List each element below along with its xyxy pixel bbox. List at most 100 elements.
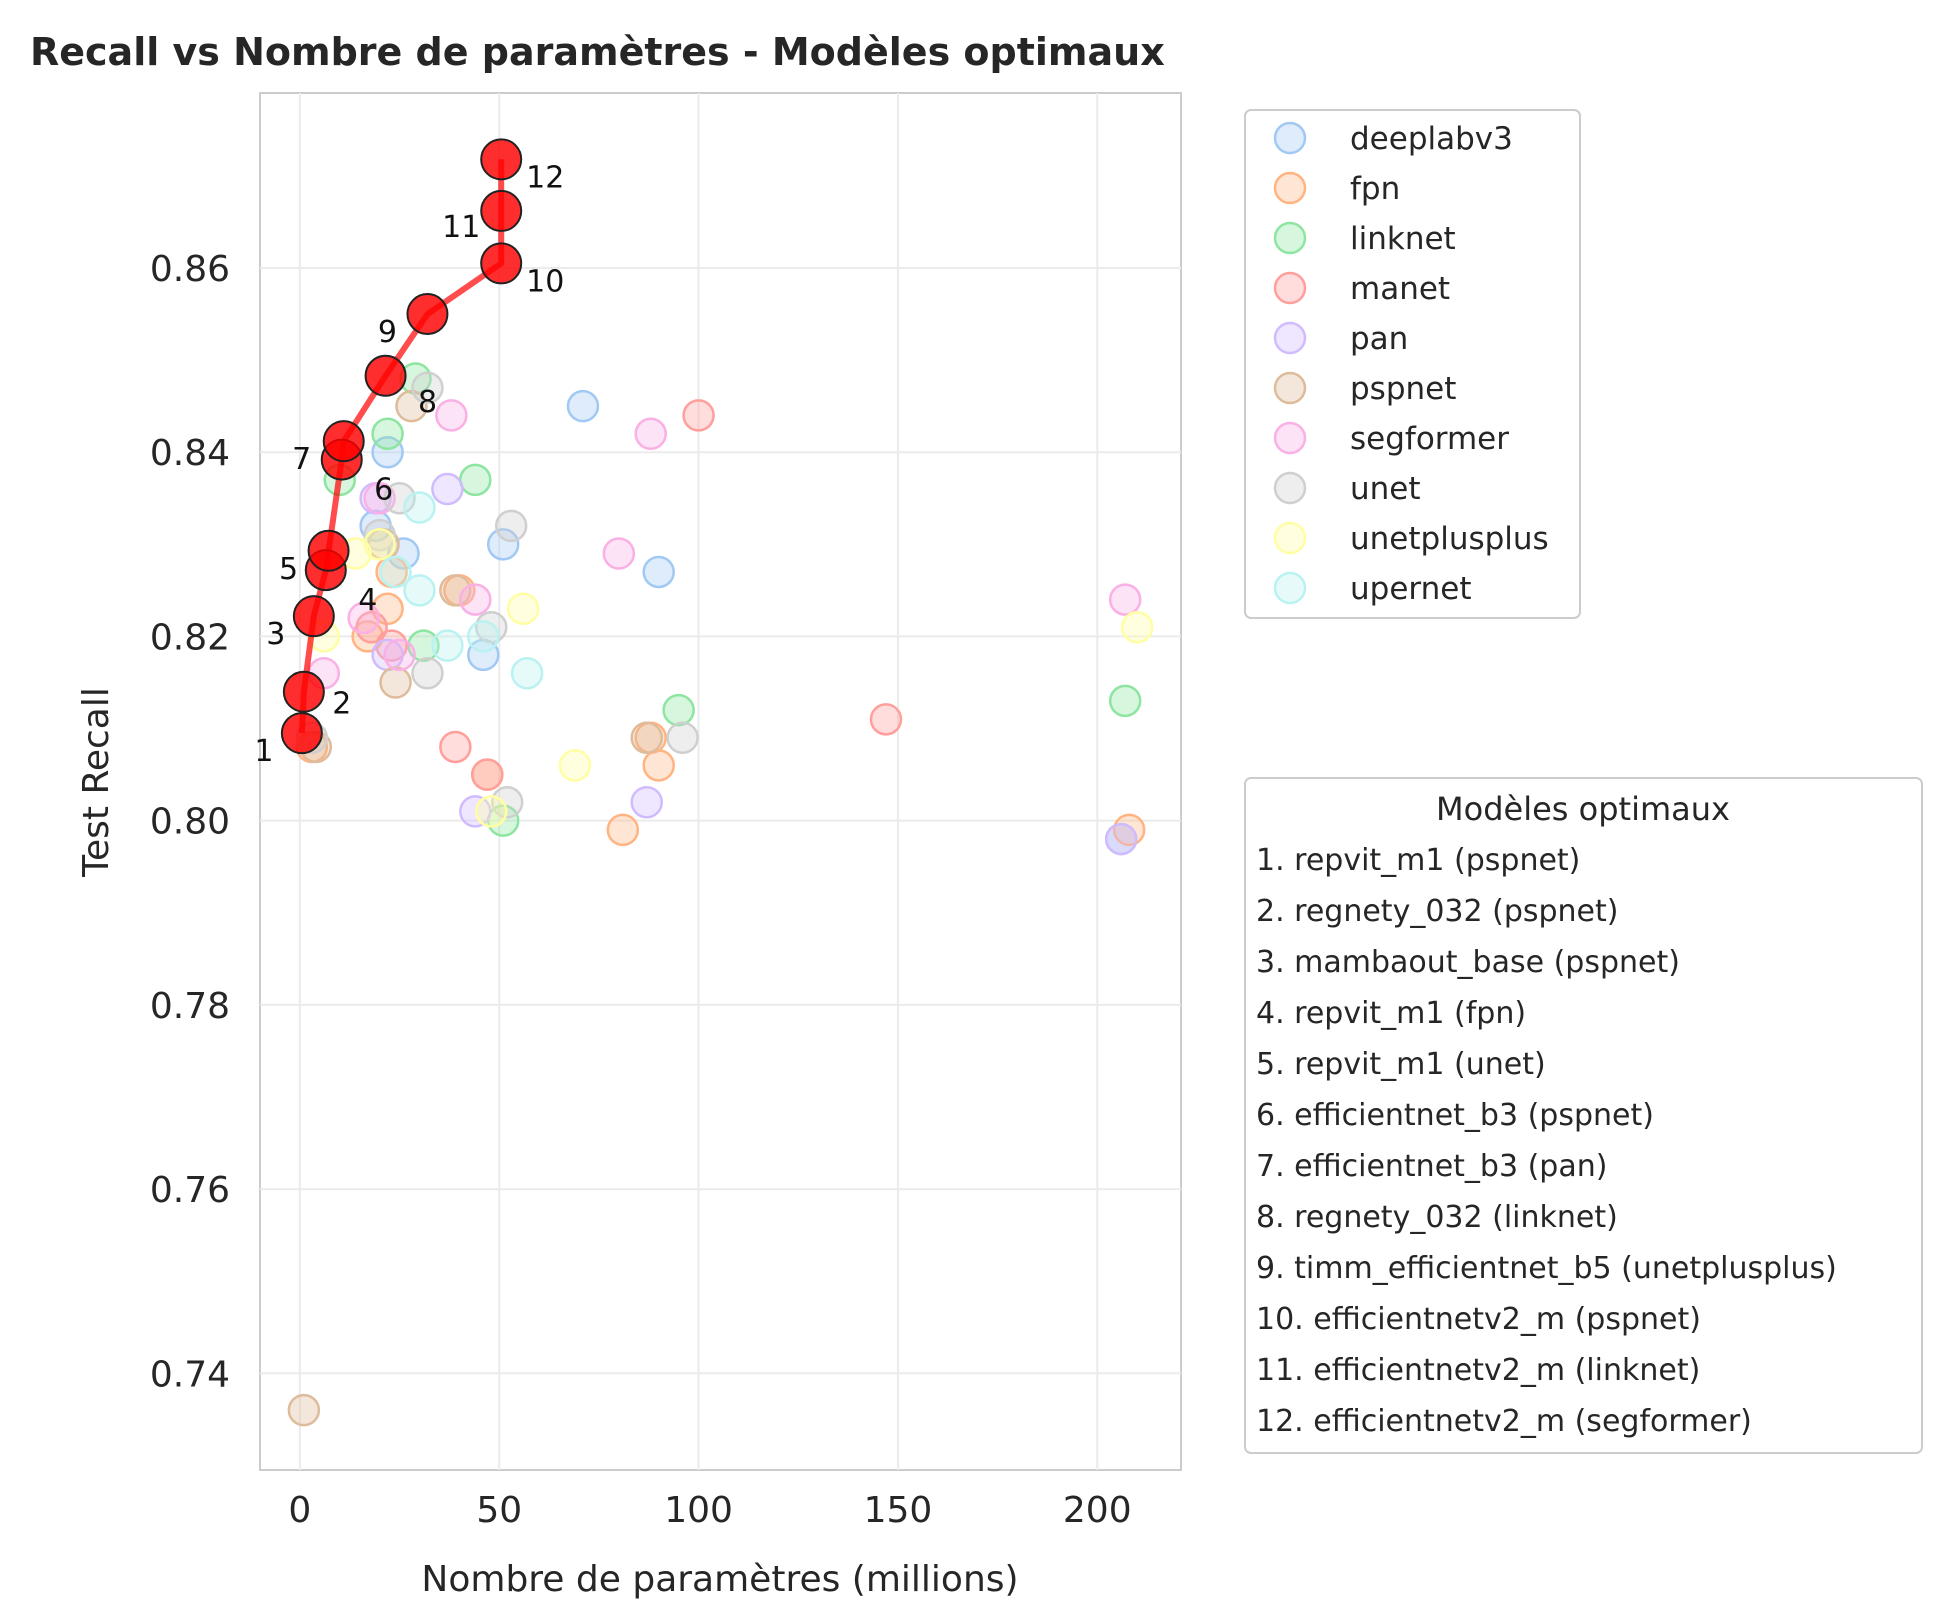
x-tick-label: 0 <box>288 1490 311 1531</box>
series-legend-frame <box>1244 109 1581 619</box>
optimal-point <box>280 712 323 755</box>
scatter-point-pan <box>1104 822 1138 856</box>
scatter-point-pspnet <box>439 574 472 607</box>
optimal-legend-item: 5. repvit_m1 (unet) <box>1256 1047 1546 1082</box>
legend-label: unet <box>1350 471 1421 507</box>
optimal-legend-title: Modèles optimaux <box>1436 790 1730 828</box>
optimal-point-label: 6 <box>374 473 393 508</box>
optimal-legend-entries: 1. repvit_m1 (pspnet) 2. regnety_032 (psp… <box>1256 843 1837 1439</box>
scatter-point-unetplusplus <box>506 592 540 626</box>
optimal-legend-item: 6. efficientnet_b3 (pspnet) <box>1256 1098 1654 1133</box>
optimal-legend-item: 7. efficientnet_b3 (pan) <box>1256 1149 1607 1184</box>
scatter-point-deeplabv3 <box>387 537 420 570</box>
scatter-point-fpn <box>606 813 640 847</box>
y-axis-label: Test Recall <box>76 687 117 878</box>
optimal-legend-item: 1. repvit_m1 (pspnet) <box>1256 843 1580 878</box>
scatter-point-unet <box>411 371 444 404</box>
optimal-point-label: 3 <box>266 617 285 652</box>
legend-label: linknet <box>1350 221 1456 257</box>
optimal-point-label: 10 <box>526 264 564 299</box>
scatter-point-unetplusplus <box>474 795 508 828</box>
optimal-point-label: 12 <box>526 160 564 195</box>
scatter-point-segformer <box>459 583 492 616</box>
scatter-point-segformer <box>383 638 416 672</box>
series-legend: deeplabv3 fpn linknet manet pan pspnet segform… <box>1244 109 1581 619</box>
legend-label: deeplabv3 <box>1350 121 1513 157</box>
optimal-legend-item: 9. timm_efficientnet_b5 (unetplusplus) <box>1256 1251 1837 1286</box>
legend-marker-segformer <box>1273 421 1307 455</box>
legend-label: pan <box>1350 321 1408 357</box>
series-legend-entries: deeplabv3 fpn linknet manet pan pspnet segform… <box>1273 121 1549 607</box>
x-tick-label: 150 <box>864 1490 933 1531</box>
optimal-point-label: 4 <box>358 583 377 618</box>
optimal-point <box>307 529 350 572</box>
optimal-legend-item: 12. efficientnetv2_m (segformer) <box>1256 1404 1752 1439</box>
x-axis-label: Nombre de paramètres (millions) <box>421 1559 1018 1600</box>
legend-marker-deeplabv3 <box>1273 121 1307 155</box>
scatter-point-upernet <box>379 555 412 589</box>
optimal-point-label: 1 <box>254 734 273 769</box>
scatter-point-unet <box>383 482 416 515</box>
optimal-legend-item: 8. regnety_032 (linknet) <box>1256 1200 1618 1235</box>
scatter-point-manet <box>869 703 903 736</box>
scatter-point-unetplusplus <box>558 749 592 782</box>
y-tick-label: 0.74 <box>150 1354 230 1395</box>
grid <box>260 93 1181 1470</box>
scatter-point-segformer <box>634 417 667 451</box>
scatter-point-unet <box>363 518 396 552</box>
x-tick-label: 200 <box>1063 1490 1132 1531</box>
legend-label: pspnet <box>1350 371 1456 407</box>
legend-marker-manet <box>1273 271 1307 305</box>
optimal-legend-item: 2. regnety_032 (pspnet) <box>1256 894 1618 929</box>
legend-label: upernet <box>1350 571 1471 607</box>
optimal-point-label: 8 <box>418 385 437 420</box>
scatter-point-upernet <box>403 574 436 607</box>
scatter-point-pspnet <box>287 1393 321 1427</box>
optimal-point-label: 11 <box>442 210 480 245</box>
scatter-point-upernet <box>510 657 544 690</box>
legend-marker-fpn <box>1273 171 1307 205</box>
scatter-point-segformer <box>347 601 380 635</box>
scatter-point-manet <box>682 399 715 432</box>
x-tick-label: 100 <box>664 1490 733 1531</box>
scatter-points <box>287 362 1154 1427</box>
scatter-point-pspnet <box>379 666 412 699</box>
optimal-legend-item: 3. mambaout_base (pspnet) <box>1256 945 1680 980</box>
scatter-point-unet <box>666 721 699 754</box>
y-tick-label: 0.82 <box>150 617 230 658</box>
scatter-point-linknet <box>1108 684 1142 718</box>
optimal-point <box>282 670 325 713</box>
scatter-point-pan <box>630 785 663 819</box>
legend-marker-upernet <box>1273 571 1307 605</box>
legend-label: unetplusplus <box>1350 521 1549 557</box>
scatter-point-upernet <box>403 491 436 524</box>
optimal-point <box>322 420 365 463</box>
x-tick-label: 50 <box>476 1490 522 1531</box>
optimal-legend-frame <box>1244 777 1923 1454</box>
scatter-point-manet <box>471 758 504 791</box>
scatter-point-linknet <box>407 629 440 662</box>
optimal-legend-item: 10. efficientnetv2_m (pspnet) <box>1256 1302 1701 1337</box>
legend-marker-pspnet <box>1273 371 1307 405</box>
scatter-point-segformer <box>435 399 468 432</box>
scatter-point-unet <box>490 785 524 819</box>
scatter-point-unet <box>411 657 444 690</box>
scatter-point-linknet <box>371 417 404 451</box>
optimal-legend: Modèles optimaux 1. repvit_m1 (pspnet) 2.… <box>1244 777 1923 1454</box>
scatter-point-deeplabv3 <box>371 435 404 469</box>
plot-area <box>259 92 1182 1471</box>
optimal-point-label: 7 <box>292 442 311 477</box>
optimal-point <box>480 242 523 285</box>
y-tick-label: 0.78 <box>150 986 230 1027</box>
legend-label: manet <box>1350 271 1450 307</box>
legend-label: segformer <box>1350 421 1509 457</box>
optimal-point-label: 5 <box>279 552 298 587</box>
scatter-point-pan <box>431 472 464 506</box>
scatter-point-deeplabv3 <box>642 555 675 589</box>
chart-title: Recall vs Nombre de paramètres - Modèles… <box>30 30 1165 74</box>
scatter-point-linknet <box>459 463 492 497</box>
optimal-legend-item: 11. efficientnetv2_m (linknet) <box>1256 1353 1700 1388</box>
y-tick-label: 0.84 <box>150 433 230 474</box>
